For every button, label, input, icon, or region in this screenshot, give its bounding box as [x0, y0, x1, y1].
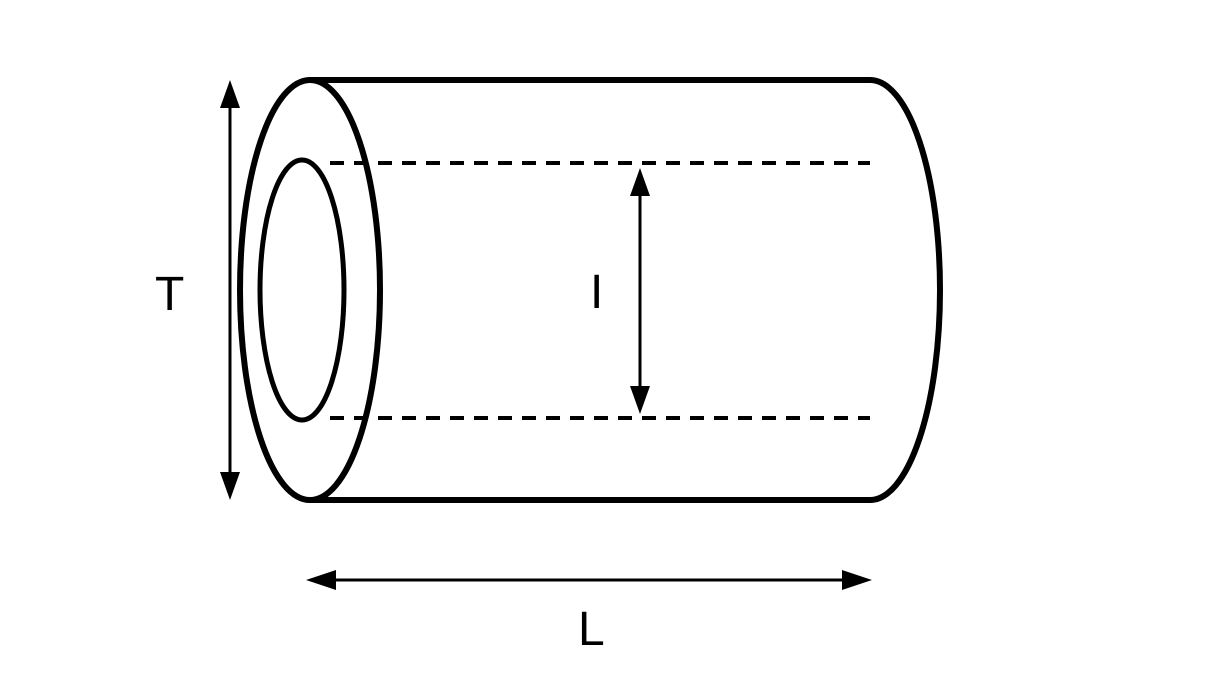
dimension-L: L — [306, 570, 872, 656]
cylinder-left-inner-bore — [260, 160, 344, 420]
cylinder-right-cap — [870, 80, 940, 500]
cylinder-dimension-diagram: T I L — [0, 0, 1208, 680]
label-T: T — [155, 268, 184, 321]
label-L: L — [578, 603, 605, 656]
dimension-T: T — [155, 80, 240, 500]
label-I: I — [590, 266, 603, 319]
dimension-I: I — [590, 168, 650, 414]
